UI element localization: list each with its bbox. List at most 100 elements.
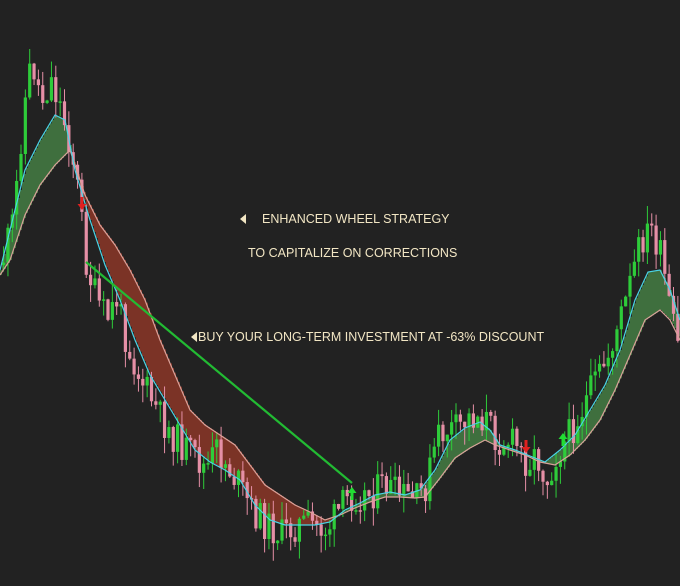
candle-down: [315, 520, 319, 525]
ma-band-segment: [652, 271, 654, 316]
candle-down: [397, 476, 402, 496]
candle-down: [345, 489, 349, 497]
ma-band-segment: [156, 329, 158, 385]
candle-up: [6, 227, 10, 263]
ma-band-segment: [260, 478, 262, 510]
ma-band-segment: [194, 414, 196, 449]
ma-band-segment: [228, 440, 230, 472]
ma-band-segment: [278, 493, 280, 523]
ma-band-segment: [26, 168, 28, 213]
ma-band-segment: [270, 488, 272, 520]
ma-band-segment: [670, 290, 672, 320]
candle-up: [93, 278, 97, 286]
ma-band-segment: [190, 410, 192, 442]
candle-up: [450, 422, 454, 435]
candle-up: [619, 306, 623, 330]
ma-band-segment: [422, 487, 424, 498]
candle-down: [667, 273, 671, 296]
ma-band-segment: [132, 274, 134, 332]
ma-band-segment: [356, 504, 358, 508]
ma-band-segment: [668, 286, 670, 318]
ma-band-segment: [88, 201, 90, 214]
annotation-discount: BUY YOUR LONG-TERM INVESTMENT AT -63% DI…: [198, 330, 544, 344]
ma-band-segment: [240, 451, 242, 480]
ma-band-segment: [54, 116, 56, 167]
fast-ma-line: [0, 114, 680, 526]
candle-down: [358, 510, 362, 512]
ma-band-segment: [42, 136, 44, 183]
ma-band-segment: [86, 197, 88, 207]
candle-up: [611, 351, 615, 358]
ma-band-segment: [204, 424, 206, 458]
candle-up: [606, 357, 610, 367]
candle-down: [80, 179, 84, 212]
ma-band-segment: [266, 485, 268, 516]
ma-band-segment: [390, 492, 392, 497]
ma-band-segment: [556, 453, 558, 465]
candle-up: [484, 411, 489, 431]
ma-band-segment: [254, 470, 256, 504]
candle-up: [432, 446, 436, 458]
ma-band-segment: [478, 422, 480, 444]
candle-up: [402, 483, 406, 496]
ma-band-segment: [94, 213, 96, 232]
candle-down: [89, 274, 93, 286]
ma-band-segment: [362, 501, 364, 506]
candle-down: [406, 483, 410, 492]
ma-band-segment: [444, 452, 446, 473]
ma-band-segment: [650, 271, 652, 317]
candle-up: [354, 510, 358, 512]
ma-band-segment: [616, 359, 618, 388]
ma-band-segment: [296, 505, 298, 525]
candle-up: [110, 302, 114, 320]
candle-down: [84, 211, 88, 275]
ma-band-segment: [112, 241, 114, 282]
ma-band-segment: [100, 225, 102, 250]
ma-band-segment: [14, 214, 16, 248]
candle-up: [210, 447, 214, 464]
annotation-strategy: ENHANCED WHEEL STRATEGY: [262, 212, 450, 226]
candle-up: [215, 439, 219, 448]
ma-band-segment: [628, 323, 630, 360]
ma-band-segment: [192, 412, 194, 445]
ma-band-segment: [274, 491, 276, 522]
ma-band-segment: [188, 405, 190, 439]
candle-down: [132, 358, 136, 375]
ma-band-segment: [562, 448, 564, 461]
ma-band-segment: [168, 358, 170, 405]
candle-down: [350, 496, 354, 511]
ma-band-segment: [666, 282, 668, 316]
ma-band-segment: [248, 462, 250, 494]
candle-down: [671, 295, 676, 314]
sell-arrow-icon: [77, 197, 87, 210]
ma-band-segment: [448, 444, 450, 468]
ma-band-segment: [218, 433, 220, 467]
ma-band-segment: [644, 280, 646, 323]
ma-band-segment: [554, 454, 556, 465]
candle-down: [228, 464, 232, 477]
candle-down: [519, 445, 523, 448]
candle-up: [454, 414, 458, 423]
ma-band-segment: [388, 492, 390, 497]
ma-band-segment: [328, 519, 330, 523]
candle-up: [184, 437, 188, 460]
ma-band-segment: [626, 330, 628, 365]
ma-band-segment: [440, 460, 442, 478]
ma-band-segment: [322, 518, 324, 524]
ma-band-segment: [40, 140, 42, 185]
ma-band-segment: [140, 290, 142, 352]
ma-band-segment: [120, 253, 122, 300]
ma-band-segment: [636, 297, 638, 341]
candle-up: [23, 97, 27, 154]
candle-down: [541, 470, 545, 482]
candle-down: [545, 481, 549, 486]
ma-band-segment: [318, 516, 320, 525]
ma-band-segment: [214, 431, 216, 465]
candle-down: [384, 476, 388, 494]
ma-band-segment: [298, 506, 300, 525]
ma-band-segment: [496, 439, 498, 446]
ma-band-segment: [598, 396, 600, 423]
candle-down: [293, 537, 297, 542]
candle-up: [528, 469, 532, 476]
